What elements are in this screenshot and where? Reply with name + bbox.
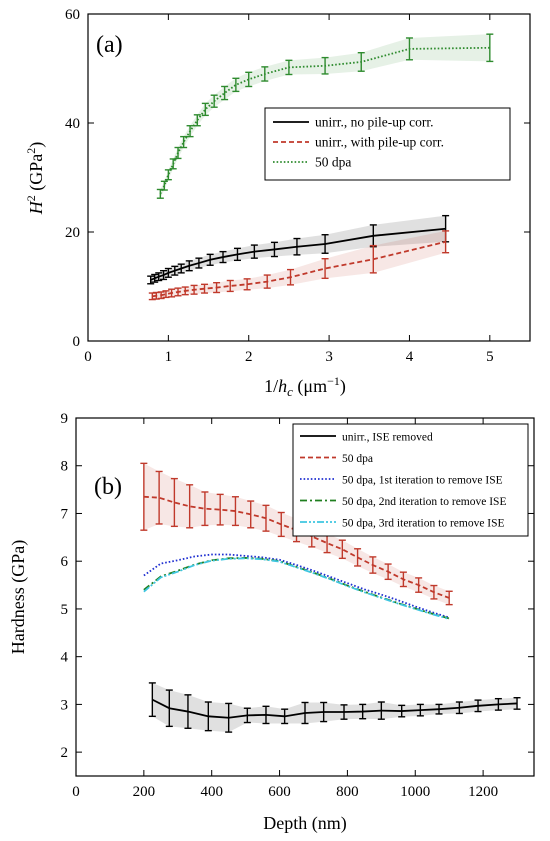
legend-entry: 50 dpa: [315, 155, 351, 170]
y-tick-label: 0: [73, 334, 81, 350]
series-line: [152, 240, 446, 298]
y-tick-label: 5: [61, 602, 69, 618]
series-line: [159, 46, 490, 195]
x-tick-label: 1000: [400, 784, 430, 800]
series-0: [147, 214, 450, 285]
y-tick-label: 3: [61, 697, 69, 713]
panel-a-legend-box: [264, 107, 511, 181]
legend-entry: unirr., ISE removed: [342, 432, 433, 444]
y-tick-label: 60: [65, 7, 80, 23]
panel-b-legend-box: [292, 423, 529, 537]
legend-entry: unirr., with pile-up corr.: [315, 135, 444, 150]
y-tick-label: 8: [61, 459, 69, 475]
x-tick-label: 5: [486, 349, 494, 365]
x-tick-label: 600: [268, 784, 291, 800]
series-line: [143, 557, 450, 620]
legend-entry: 50 dpa, 2nd iteration to remove ISE: [342, 496, 506, 508]
error-band: [152, 682, 518, 733]
panel-a-frame: [87, 13, 531, 342]
series-2: [156, 33, 494, 199]
panel-b-legend: unirr., ISE removed 50 dpa 50 dpa, 1st ite…: [292, 423, 529, 537]
series-3: [143, 556, 450, 620]
y-tick-label: 9: [61, 411, 69, 427]
series-line: [143, 495, 450, 599]
panel-a-label: (a): [96, 32, 123, 58]
error-band: [160, 34, 490, 199]
panel-a-legend: unirr., no pile-up corr. unirr., with pil…: [264, 107, 511, 181]
x-tick-label: 400: [200, 784, 223, 800]
panel-b-x-axis-title: Depth (nm): [263, 813, 346, 834]
series-0: [148, 682, 521, 733]
legend-entry: 50 dpa: [342, 453, 373, 465]
x-tick-label: 200: [133, 784, 156, 800]
y-tick-label: 7: [61, 506, 69, 522]
panel-a-x-axis-title: 1/hc (μm−1): [264, 374, 346, 399]
error-band: [152, 230, 446, 300]
series-4: [143, 557, 450, 620]
legend-entry: 50 dpa, 3rd iteration to remove ISE: [342, 518, 505, 530]
x-tick-label: 0: [84, 349, 92, 365]
panel-a-y-axis-title: H2 (GPa2): [24, 142, 47, 216]
series-1: [148, 230, 450, 301]
x-tick-label: 1: [165, 349, 173, 365]
x-tick-label: 800: [336, 784, 359, 800]
panel-b-y-axis-title: Hardness (GPa): [8, 540, 29, 654]
x-tick-label: 2: [245, 349, 253, 365]
legend-entry: unirr., no pile-up corr.: [315, 115, 433, 130]
x-tick-label: 3: [325, 349, 333, 365]
panel-b-frame: [75, 417, 535, 777]
series-line: [151, 698, 518, 719]
y-tick-label: 6: [61, 554, 69, 570]
y-tick-label: 2: [61, 745, 69, 761]
y-tick-label: 40: [65, 116, 80, 132]
series-line: [150, 227, 446, 281]
error-band: [150, 215, 446, 284]
x-tick-label: 4: [406, 349, 414, 365]
legend-entry: 50 dpa, 1st iteration to remove ISE: [342, 475, 503, 487]
series-line: [143, 553, 450, 619]
x-tick-label: 0: [72, 784, 80, 800]
panel-b-label: (b): [94, 474, 122, 500]
series-2: [143, 553, 450, 619]
y-tick-label: 4: [61, 650, 69, 666]
y-tick-label: 20: [65, 225, 80, 241]
panel-b-chart: (b) 0 200 400 600 800 1000 1200 2 3 4 5 6 7 8 9 Depth …: [8, 411, 535, 834]
x-tick-label: 1200: [468, 784, 498, 800]
series-line: [143, 556, 450, 620]
